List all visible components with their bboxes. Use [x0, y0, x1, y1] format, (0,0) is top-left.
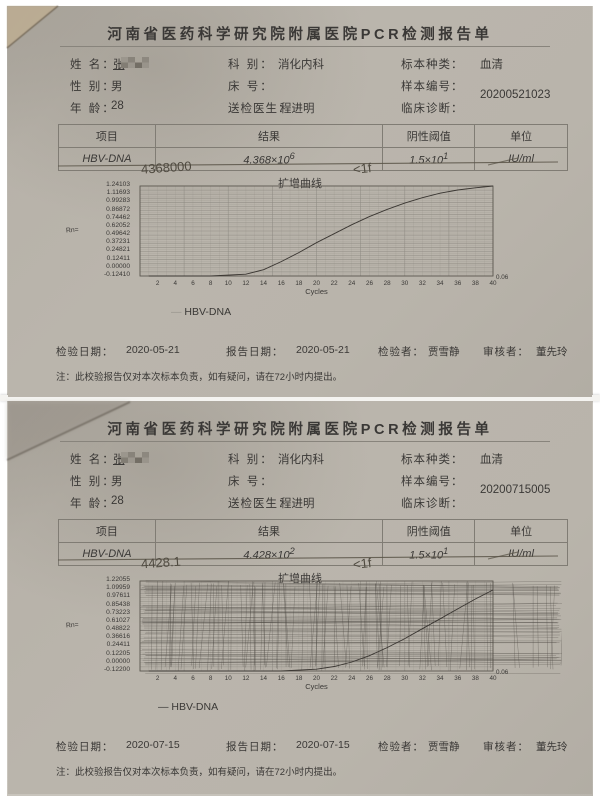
svg-text:16: 16	[278, 675, 286, 682]
svg-text:34: 34	[437, 280, 445, 287]
svg-text:22: 22	[331, 675, 339, 682]
svg-text:12: 12	[242, 280, 250, 287]
svg-text:4: 4	[174, 280, 178, 287]
svg-text:0.06: 0.06	[496, 274, 509, 281]
svg-text:32: 32	[419, 675, 427, 682]
svg-text:4: 4	[174, 675, 178, 682]
svg-text:8: 8	[209, 675, 213, 682]
svg-text:18: 18	[295, 675, 303, 682]
svg-text:6: 6	[191, 675, 195, 682]
svg-text:18: 18	[295, 280, 303, 287]
svg-text:40: 40	[489, 280, 497, 287]
svg-text:38: 38	[472, 675, 480, 682]
svg-text:26: 26	[366, 280, 374, 287]
svg-text:12: 12	[242, 675, 250, 682]
svg-text:16: 16	[278, 280, 286, 287]
svg-text:10: 10	[225, 675, 233, 682]
svg-text:40: 40	[489, 675, 497, 682]
svg-text:34: 34	[437, 675, 445, 682]
svg-text:Cycles: Cycles	[305, 287, 328, 296]
svg-text:10: 10	[225, 280, 233, 287]
svg-text:24: 24	[348, 675, 356, 682]
svg-text:26: 26	[366, 675, 374, 682]
svg-text:8: 8	[209, 280, 213, 287]
svg-text:2: 2	[156, 280, 160, 287]
svg-text:28: 28	[384, 675, 392, 682]
svg-text:32: 32	[419, 280, 427, 287]
svg-text:30: 30	[401, 280, 409, 287]
svg-text:2: 2	[156, 675, 160, 682]
svg-text:14: 14	[260, 675, 268, 682]
svg-text:6: 6	[191, 280, 195, 287]
svg-text:Cycles: Cycles	[305, 682, 328, 691]
svg-text:24: 24	[348, 280, 356, 287]
svg-text:38: 38	[472, 280, 480, 287]
svg-text:36: 36	[454, 675, 462, 682]
svg-text:14: 14	[260, 280, 268, 287]
svg-text:36: 36	[454, 280, 462, 287]
svg-text:28: 28	[384, 280, 392, 287]
svg-text:22: 22	[331, 280, 339, 287]
svg-text:20: 20	[313, 675, 321, 682]
svg-text:30: 30	[401, 675, 409, 682]
svg-text:0.06: 0.06	[496, 669, 509, 676]
svg-text:20: 20	[313, 280, 321, 287]
